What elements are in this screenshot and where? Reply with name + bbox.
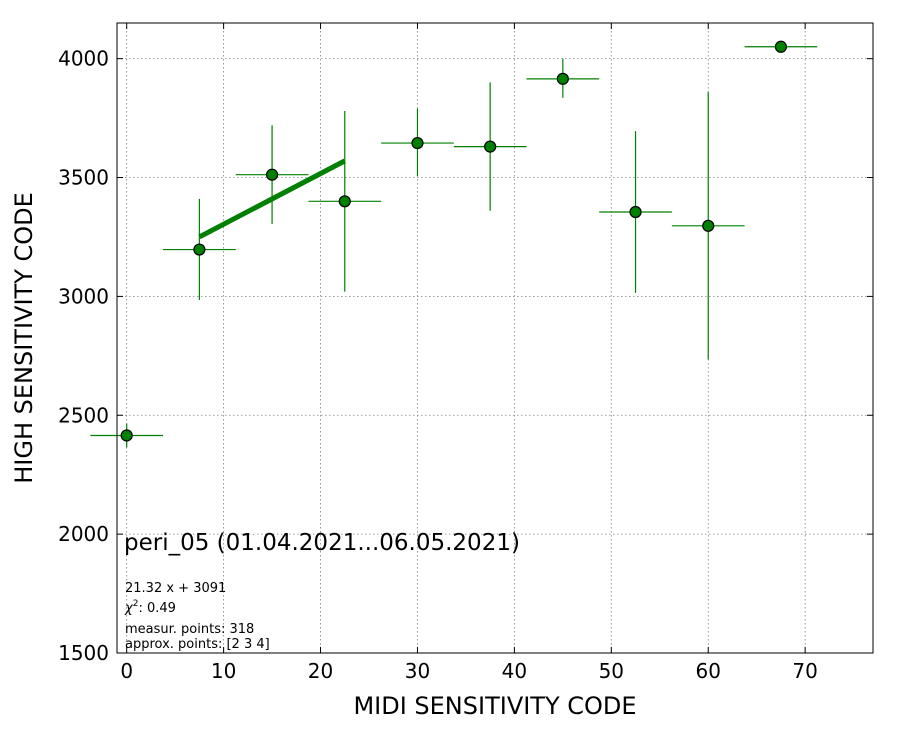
annotation-chi2: χ2: 0.49 (124, 599, 176, 616)
annotation-equation: 21.32 x + 3091 (125, 581, 226, 596)
data-points (90, 40, 818, 448)
chi2-value: : 0.49 (138, 601, 175, 616)
annotation-title: peri_05 (01.04.2021...06.05.2021) (124, 530, 520, 556)
data-point-5 (453, 82, 527, 211)
x-tick-label-0: 0 (120, 659, 133, 683)
x-tick-label-7: 70 (792, 659, 817, 683)
point-marker-5 (484, 140, 497, 153)
plot-frame (116, 22, 874, 654)
point-marker-9 (774, 40, 788, 53)
x-tick-label-1: 10 (211, 659, 236, 683)
y-tick-label-5: 4000 (58, 47, 109, 71)
point-marker-1 (193, 243, 206, 256)
y-tick-label-3: 3000 (58, 284, 109, 308)
x-axis-label: MIDI SENSITIVITY CODE (353, 692, 636, 720)
ticks: 0 10 20 30 40 50 60 70 1500 2000 2500 3000 3500 4000 (58, 23, 873, 683)
point-marker-3 (338, 195, 351, 208)
y-axis-label: HIGH SENSITIVITY CODE (10, 192, 38, 484)
x-tick-label-3: 30 (405, 659, 430, 683)
data-point-0 (90, 423, 164, 448)
data-point-7 (599, 131, 672, 293)
x-tick-label-2: 20 (308, 659, 333, 683)
point-marker-8 (702, 219, 715, 232)
data-point-2 (235, 125, 309, 224)
y-tick-label-0: 1500 (58, 641, 109, 665)
data-point-6 (526, 58, 600, 98)
data-point-4 (381, 108, 454, 177)
annotations: peri_05 (01.04.2021...06.05.2021) 21.32 … (124, 530, 520, 652)
data-point-1 (163, 198, 236, 300)
x-tick-label-6: 60 (696, 659, 721, 683)
point-marker-4 (411, 136, 424, 150)
point-marker-0 (120, 429, 133, 442)
data-point-8 (671, 91, 745, 360)
data-point-3 (308, 110, 382, 292)
data-point-9 (744, 40, 818, 53)
annotation-measur-points: measur. points: 318 (125, 622, 254, 637)
y-tick-label-4: 3500 (58, 166, 109, 190)
point-marker-7 (629, 205, 642, 219)
x-tick-label-5: 50 (599, 659, 624, 683)
x-tick-label-4: 40 (502, 659, 527, 683)
y-tick-label-1: 2000 (58, 522, 109, 546)
annotation-approx-points: approx. points: [2 3 4] (125, 637, 270, 652)
chi2-symbol: χ (124, 601, 134, 616)
point-marker-2 (265, 168, 279, 181)
point-marker-6 (556, 72, 569, 85)
y-tick-label-2: 2500 (58, 403, 109, 427)
chi2-exponent: 2 (133, 599, 139, 609)
